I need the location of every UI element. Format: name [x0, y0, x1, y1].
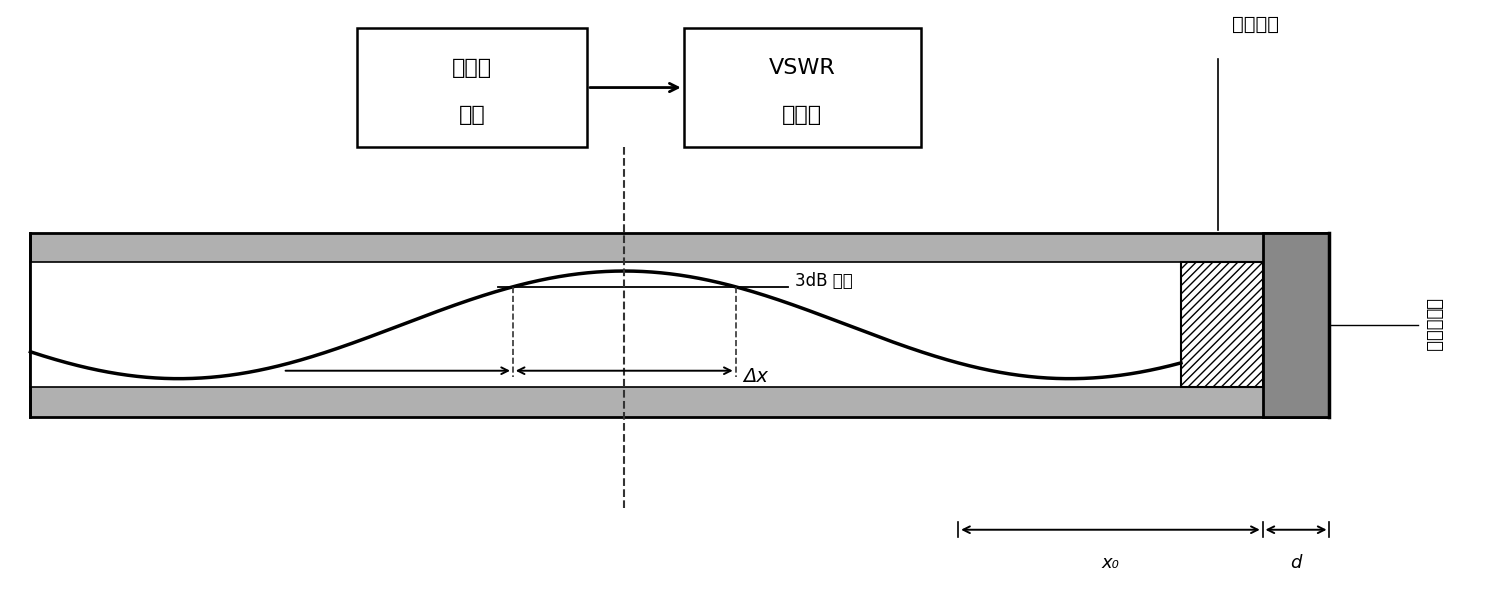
Text: 介质样品: 介质样品: [1232, 15, 1278, 34]
Bar: [684, 28, 921, 148]
Text: 探针: 探针: [459, 105, 486, 125]
Bar: [30, 262, 1330, 387]
Text: x₀: x₀: [1101, 554, 1119, 572]
Text: VSWR: VSWR: [770, 58, 835, 78]
Text: 可移动: 可移动: [452, 58, 492, 78]
Bar: [30, 233, 1330, 417]
Text: 测试仪: 测试仪: [782, 105, 822, 125]
Text: d: d: [1290, 554, 1302, 572]
Text: 金属短路板: 金属短路板: [1425, 298, 1443, 352]
Text: Δx: Δx: [743, 367, 768, 386]
Bar: [1181, 262, 1263, 387]
Bar: [1263, 233, 1330, 417]
Bar: [357, 28, 587, 148]
Text: 3dB 电平: 3dB 电平: [795, 272, 853, 290]
